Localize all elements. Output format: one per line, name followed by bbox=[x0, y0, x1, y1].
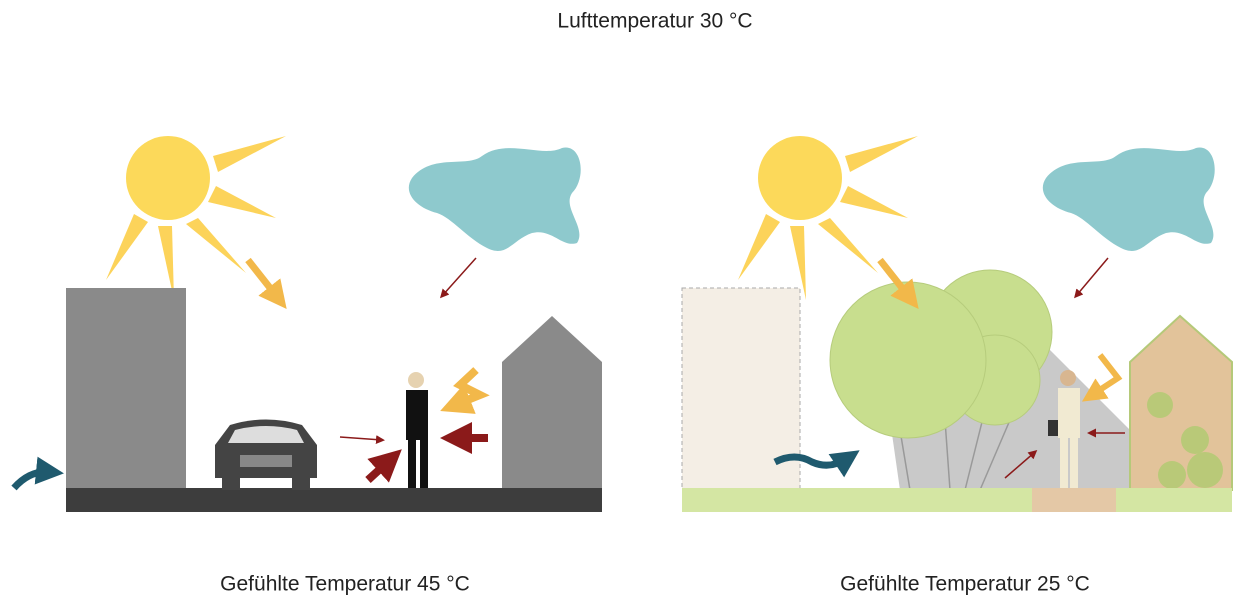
person bbox=[406, 372, 428, 488]
car bbox=[215, 420, 317, 491]
ground bbox=[682, 488, 1232, 512]
radiation-arrow bbox=[248, 260, 278, 298]
radiation-arrow bbox=[1076, 258, 1108, 296]
building bbox=[66, 288, 186, 490]
caption: Gefühlte Temperatur 45 °C bbox=[220, 573, 470, 596]
illustration: Lufttemperatur 30 °C Gefühlte Temperatur… bbox=[0, 0, 1234, 600]
heat-arrow bbox=[368, 460, 390, 480]
street bbox=[66, 488, 602, 512]
radiation-arrow bbox=[442, 258, 476, 296]
caption: Gefühlte Temperatur 25 °C bbox=[840, 573, 1090, 596]
path bbox=[1032, 488, 1116, 512]
title: Lufttemperatur 30 °C bbox=[557, 10, 752, 33]
cloud bbox=[1043, 148, 1215, 251]
tree-crowns bbox=[830, 270, 1052, 438]
reflection-arrow bbox=[1092, 355, 1118, 395]
green-street-scene: Gefühlte Temperatur 25 °C bbox=[682, 136, 1232, 596]
hot-street-scene: Gefühlte Temperatur 45 °C bbox=[14, 136, 602, 596]
reflection-arrow bbox=[455, 370, 480, 405]
heat-arrow bbox=[340, 437, 382, 440]
wind-arrow bbox=[14, 472, 50, 488]
house bbox=[502, 316, 602, 490]
cloud bbox=[409, 148, 581, 251]
